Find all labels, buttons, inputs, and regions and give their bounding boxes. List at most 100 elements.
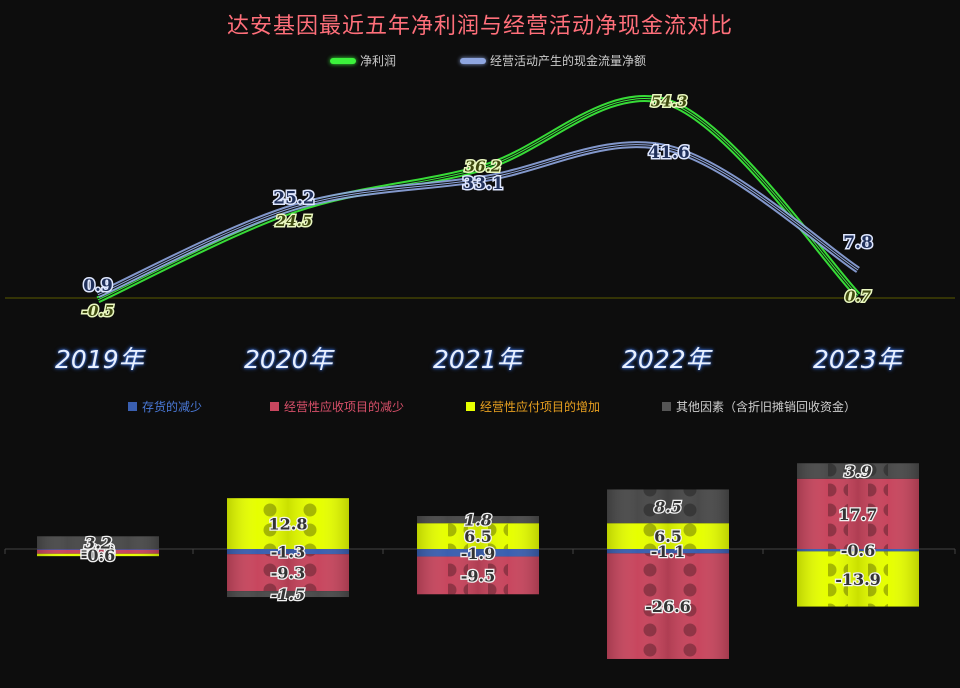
- year-label-2022: 2022年: [622, 345, 711, 374]
- legend-net-profit-label: 净利润: [360, 54, 397, 68]
- bar-inventory-4: [797, 549, 919, 552]
- bar-shade: [607, 523, 729, 549]
- bar-shade: [417, 516, 539, 524]
- bar-others-0: [37, 536, 159, 549]
- bar-label-receivables-0: -1.0: [81, 543, 115, 562]
- net-profit-label-2: 36.2: [465, 158, 502, 176]
- bar-shade: [417, 556, 539, 595]
- bar-receivables-1: [227, 554, 349, 592]
- bar-others-4: [797, 463, 919, 479]
- legend-inventory-label: 存货的减少: [142, 400, 203, 414]
- bar-payables-3: [607, 523, 729, 549]
- bar-shade: [607, 553, 729, 659]
- bar-dots-left: [448, 556, 468, 595]
- bar-shade: [37, 553, 159, 557]
- bar-dots-left: [828, 478, 848, 549]
- bar-shade: [607, 549, 729, 554]
- bar-shade: [417, 523, 539, 549]
- bar-shade: [227, 591, 349, 598]
- bar-dots-left: [638, 523, 658, 549]
- bar-dots-right: [488, 556, 508, 595]
- bar-dots-right: [678, 553, 698, 659]
- bar-label-payables-3: 6.5: [654, 527, 682, 546]
- bar-shade: [417, 549, 539, 557]
- bar-shade: [227, 549, 349, 555]
- bar-dots-right: [678, 489, 698, 524]
- legend-payables-label: 经营性应付项目的增加: [480, 400, 601, 414]
- bar-others-2: [417, 516, 539, 524]
- bar-label-others-4: 3.9: [844, 462, 872, 481]
- cash-flow-label-2: 33.1: [462, 174, 503, 194]
- bar-shade: [797, 549, 919, 552]
- cash-flow-swatch: [460, 57, 486, 64]
- bar-inventory-1: [227, 549, 349, 555]
- net-profit-label-3: 54.3: [651, 93, 688, 111]
- cash-flow-label-0: 0.9: [83, 276, 113, 296]
- bar-dots-right: [868, 551, 888, 607]
- bar-dots-left: [828, 463, 848, 479]
- net-profit-label-0: -0.5: [82, 302, 114, 320]
- bar-dots-right: [678, 523, 698, 549]
- bar-shade: [227, 498, 349, 549]
- cash-flow-line-core: [97, 144, 859, 296]
- bar-shade: [607, 489, 729, 524]
- legend-cash-flow-label: 经营活动产生的现金流量净额: [490, 54, 647, 68]
- inventory-swatch: [128, 402, 137, 411]
- bar-label-payables-2: 6.5: [464, 527, 492, 546]
- bar-label-others-2: 1.8: [464, 511, 492, 530]
- bar-receivables-0: [37, 549, 159, 554]
- legend-payables[interactable]: 经营性应付项目的增加: [466, 398, 600, 415]
- bar-label-payables-1: 12.8: [269, 515, 308, 534]
- bar-label-inventory-4: -0.6: [841, 541, 875, 560]
- receivables-swatch: [270, 402, 279, 411]
- bar-inventory-2: [417, 549, 539, 557]
- series-net-profit: [96, 94, 861, 303]
- bar-label-others-3: 8.5: [653, 497, 682, 516]
- bar-label-inventory-2: -1.9: [461, 544, 495, 563]
- bar-label-inventory-3: -1.1: [651, 542, 685, 561]
- legend-inventory[interactable]: 存货的减少: [128, 398, 202, 415]
- bar-dots-left: [828, 551, 848, 607]
- bar-label-receivables-1: -9.3: [271, 564, 305, 583]
- bar-dots-right: [298, 554, 318, 592]
- bar-dots-right: [488, 523, 508, 549]
- bar-dots-left: [258, 554, 278, 592]
- bar-shade: [37, 536, 159, 549]
- bar-shade: [37, 549, 159, 550]
- chart-title: 达安基因最近五年净利润与经营活动净现金流对比: [226, 14, 733, 39]
- bar-label-receivables-3: -26.6: [645, 597, 691, 616]
- net-profit-line-core: [97, 97, 859, 301]
- bar-shade: [37, 549, 159, 554]
- net-profit-label-4: 0.7: [845, 287, 872, 305]
- bar-receivables-4: [797, 478, 919, 549]
- bar-label-receivables-4: 17.7: [839, 505, 878, 524]
- bar-label-payables-4: -13.9: [835, 570, 881, 589]
- bar-shade: [227, 554, 349, 592]
- bar-label-inventory-0: -0.2: [81, 540, 115, 559]
- year-label-2019: 2019年: [55, 345, 144, 374]
- bar-label-others-1: -1.5: [271, 585, 305, 604]
- cash-flow-label-4: 7.8: [843, 233, 873, 253]
- series-cash-flow: [96, 141, 860, 298]
- legend-net-profit[interactable]: 净利润: [330, 52, 396, 69]
- legend-others[interactable]: 其他因素（含折旧摊销回收资金）: [662, 398, 856, 415]
- bar-shade: [797, 551, 919, 607]
- bar-others-1: [227, 591, 349, 598]
- bar-dots-right: [868, 478, 888, 549]
- legend-receivables[interactable]: 经营性应收项目的减少: [270, 398, 404, 415]
- cash-flow-label-3: 41.6: [648, 143, 689, 163]
- bar-label-others-0: 3.2: [84, 534, 112, 553]
- net-profit-swatch: [330, 57, 356, 64]
- bar-label-inventory-1: -1.3: [271, 543, 305, 562]
- bar-payables-0: [37, 553, 159, 557]
- bar-label-receivables-2: -9.5: [461, 566, 495, 585]
- bar-dots-right: [298, 498, 318, 549]
- year-label-2021: 2021年: [433, 345, 522, 374]
- bar-dots-left: [638, 489, 658, 524]
- legend-cash-flow[interactable]: 经营活动产生的现金流量净额: [460, 52, 646, 69]
- net-profit-line-inner: [97, 96, 860, 302]
- bar-payables-1: [227, 498, 349, 549]
- legend-others-label: 其他因素（含折旧摊销回收资金）: [676, 400, 857, 414]
- bar-inventory-0: [37, 549, 159, 550]
